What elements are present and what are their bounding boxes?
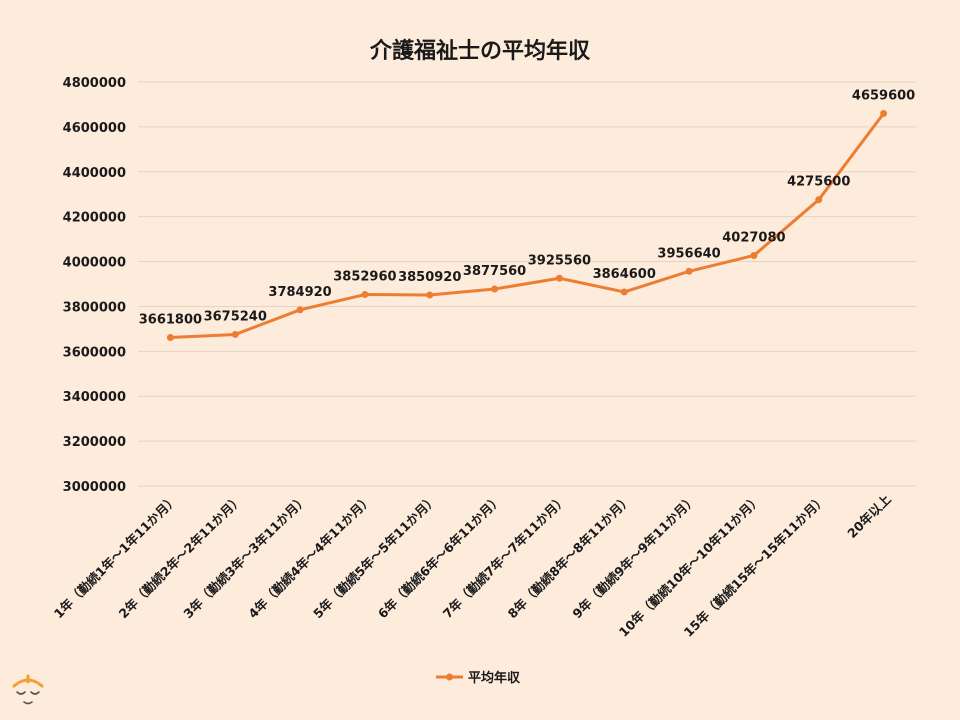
data-point [296,306,304,314]
y-tick-label: 4200000 [63,211,126,226]
x-tick-label: 3年（勤続3年～3年11か月） [180,492,310,622]
x-tick-label: 4年（勤続4年～4年11か月） [245,492,375,622]
data-point [166,333,174,341]
y-tick-label: 3800000 [63,300,126,315]
legend: 平均年収 [436,670,521,686]
data-point [231,330,239,338]
data-point [620,288,628,296]
y-tick-label: 3200000 [63,435,126,450]
y-tick-label: 4600000 [63,121,126,136]
data-label: 3956640 [657,246,720,261]
y-tick-label: 4000000 [63,256,126,271]
y-tick-label: 4800000 [63,76,126,91]
data-label: 4275600 [787,175,850,190]
data-label: 3784920 [268,285,331,300]
grid-layer [138,81,916,487]
face-mascot-icon [12,674,44,705]
x-tick-label: 7年（勤続7年～7年11か月） [440,492,570,622]
y-tick-label: 4400000 [63,166,126,181]
data-label: 3852960 [333,270,396,285]
x-tick-label: 8年（勤続8年～8年11か月） [505,492,635,622]
data-label: 3864600 [593,267,656,282]
series-line [170,112,885,339]
x-tick-label: 10年（勤続10年～10年11か月） [616,492,764,640]
data-point [750,251,758,259]
x-tick-label: 20年以上 [844,491,894,541]
y-axis: 4800000 4600000 4400000 4200000 4000000 38000… [63,76,126,495]
chart-title: 介護福祉士の平均年収 [369,38,591,64]
legend-marker [446,673,453,681]
x-tick-label: 5年（勤続5年～5年11か月） [310,492,440,622]
data-label: 4027080 [722,230,785,245]
data-point [685,267,693,275]
data-label: 3850920 [398,270,461,285]
x-tick-label: 1年（勤続1年～1年11か月） [51,492,181,622]
y-tick-label: 3600000 [63,345,126,360]
y-tick-label: 3000000 [63,480,126,495]
data-label: 3877560 [463,264,526,279]
series-layer [166,110,888,341]
data-point [880,110,888,118]
x-tick-label: 9年（勤続9年～9年11か月） [569,492,699,622]
x-tick-label: 2年（勤続2年～2年11か月） [116,492,246,622]
data-point [426,291,434,299]
y-tick-label: 3400000 [63,390,126,405]
data-point [491,285,499,293]
x-tick-label: 6年（勤続6年～6年11か月） [375,492,505,622]
data-point [555,274,563,282]
data-label: 3675240 [204,309,267,324]
data-point [815,196,823,204]
legend-label: 平均年収 [468,670,521,686]
data-label: 3925560 [528,253,591,268]
data-point [361,291,369,299]
x-axis: 1年（勤続1年～1年11か月）2年（勤続2年～2年11か月）3年（勤続3年～3年… [51,491,894,640]
data-label: 4659600 [852,89,915,104]
x-tick-label: 15年（勤続15年～15年11か月） [681,492,829,640]
data-label: 3661800 [139,312,202,327]
